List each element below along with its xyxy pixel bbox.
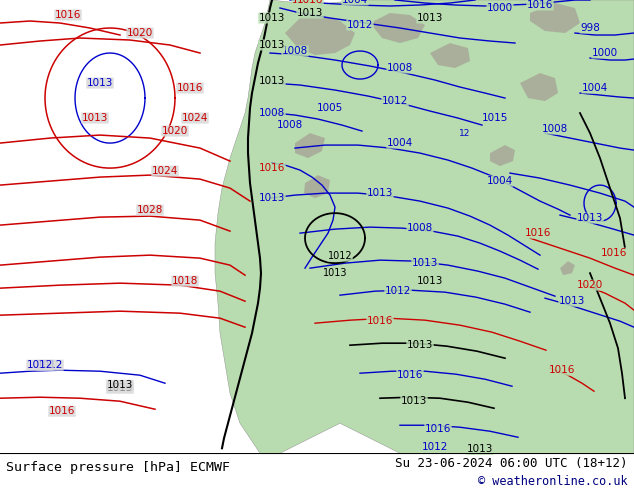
- Text: 1008: 1008: [542, 124, 568, 134]
- Polygon shape: [430, 43, 470, 68]
- Polygon shape: [520, 73, 558, 101]
- Polygon shape: [490, 145, 515, 166]
- Text: © weatheronline.co.uk: © weatheronline.co.uk: [478, 475, 628, 489]
- Text: 1013: 1013: [407, 340, 433, 350]
- Text: 1024: 1024: [182, 113, 208, 123]
- Polygon shape: [560, 261, 575, 275]
- Text: 1020: 1020: [162, 126, 188, 136]
- Polygon shape: [295, 133, 325, 158]
- Polygon shape: [215, 0, 634, 453]
- Text: 1012: 1012: [27, 360, 53, 370]
- Text: 1028: 1028: [137, 205, 163, 215]
- Text: 998: 998: [580, 23, 600, 33]
- Text: 1013: 1013: [259, 40, 285, 50]
- Text: 1013: 1013: [82, 113, 108, 123]
- Text: 1016: 1016: [549, 365, 575, 375]
- Text: 1020: 1020: [577, 280, 603, 290]
- Text: 1016: 1016: [425, 424, 451, 434]
- Text: 1012: 1012: [328, 251, 353, 261]
- Text: 1008: 1008: [282, 46, 308, 56]
- Text: 1016: 1016: [55, 10, 81, 20]
- Text: 1013: 1013: [367, 188, 393, 198]
- Text: 1016: 1016: [601, 248, 627, 258]
- Text: 1000: 1000: [592, 48, 618, 58]
- Text: 1013: 1013: [107, 383, 133, 393]
- Text: 1013: 1013: [467, 444, 493, 454]
- Text: 1016: 1016: [397, 370, 423, 380]
- Text: 1008: 1008: [387, 63, 413, 73]
- Text: 1012: 1012: [347, 20, 373, 30]
- Text: 1016: 1016: [292, 0, 318, 5]
- Text: 1013: 1013: [259, 76, 285, 86]
- Text: 1013: 1013: [559, 296, 585, 306]
- Text: 1016: 1016: [525, 228, 551, 238]
- Text: 1012: 1012: [385, 286, 411, 296]
- Polygon shape: [370, 13, 425, 43]
- Text: 1016: 1016: [527, 0, 553, 10]
- Text: 1013: 1013: [323, 268, 347, 278]
- Polygon shape: [530, 3, 580, 33]
- Text: 1013: 1013: [87, 78, 113, 88]
- Text: 1013: 1013: [259, 193, 285, 203]
- Text: 1012: 1012: [37, 360, 63, 370]
- Polygon shape: [285, 15, 355, 55]
- Text: 1004: 1004: [582, 83, 608, 93]
- Text: 1008: 1008: [259, 108, 285, 118]
- Text: 1016: 1016: [297, 0, 323, 5]
- Text: 1013: 1013: [412, 258, 438, 268]
- Text: 1012: 1012: [382, 96, 408, 106]
- Text: 1004: 1004: [387, 138, 413, 148]
- Text: 1013: 1013: [297, 8, 323, 18]
- Text: 1004: 1004: [342, 0, 368, 5]
- Text: 1013: 1013: [259, 13, 285, 23]
- Text: 1005: 1005: [317, 103, 343, 113]
- Text: 1015: 1015: [482, 113, 508, 123]
- Text: 1016: 1016: [177, 83, 203, 93]
- Text: 1016: 1016: [259, 163, 285, 173]
- Text: 1020: 1020: [127, 28, 153, 38]
- Text: 1008: 1008: [407, 223, 433, 233]
- Text: 1018: 1018: [172, 276, 198, 286]
- Text: 1008: 1008: [277, 120, 303, 130]
- Text: 1013: 1013: [577, 213, 603, 223]
- Text: Surface pressure [hPa] ECMWF: Surface pressure [hPa] ECMWF: [6, 461, 230, 474]
- Text: 1004: 1004: [487, 176, 513, 186]
- Text: 1024: 1024: [152, 166, 178, 176]
- Text: 1013: 1013: [107, 380, 133, 390]
- Text: 1016: 1016: [367, 316, 393, 326]
- Text: 1000: 1000: [487, 3, 513, 13]
- Text: 1013: 1013: [417, 276, 443, 286]
- Text: 1013: 1013: [417, 13, 443, 23]
- Text: 12: 12: [459, 128, 470, 138]
- Polygon shape: [304, 175, 330, 198]
- Text: 1013: 1013: [401, 396, 427, 406]
- Text: Su 23-06-2024 06:00 UTC (18+12): Su 23-06-2024 06:00 UTC (18+12): [395, 457, 628, 470]
- Text: 1012: 1012: [422, 442, 448, 452]
- Text: 1016: 1016: [49, 406, 75, 416]
